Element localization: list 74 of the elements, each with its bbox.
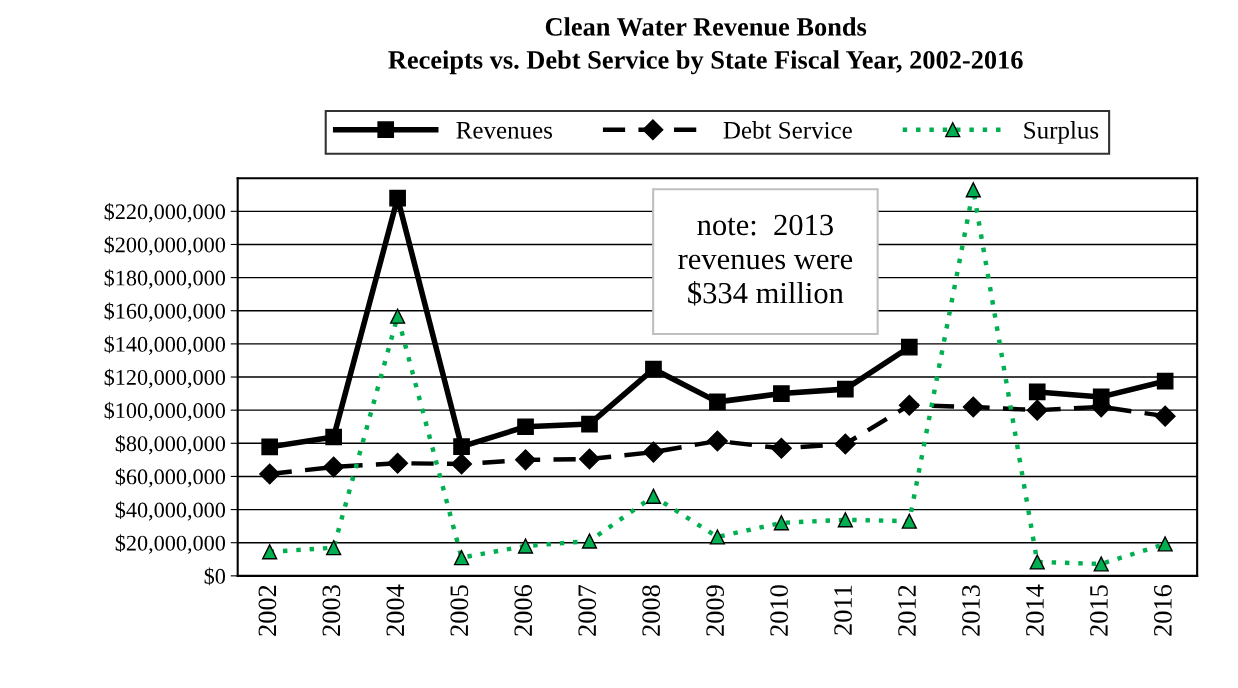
point (1154, 405, 1176, 427)
x-tick-label: 2014 (1026, 584, 1044, 636)
x-tick-label: 2004 (386, 584, 405, 636)
point (1026, 399, 1048, 421)
y-tick-label: $180,000,000 (104, 269, 226, 289)
point (387, 452, 409, 474)
x-tick-label: 2008 (642, 585, 661, 636)
x-tick-label: 2007 (578, 584, 597, 636)
point (1029, 554, 1045, 570)
point (898, 394, 920, 416)
point (962, 396, 984, 418)
point (1093, 556, 1109, 572)
point (901, 513, 917, 529)
point (326, 540, 342, 556)
point (1157, 536, 1173, 552)
y-tick-label: $220,000,000 (104, 202, 226, 223)
point (642, 441, 664, 463)
legend-label: Surplus (1024, 121, 1099, 144)
x-tick-label: 2002 (258, 585, 277, 636)
point (1028, 383, 1046, 401)
x-tick-label: 2016 (1153, 584, 1172, 636)
x-tick-label: 2009 (706, 585, 725, 636)
chart-title: Clean Water Revenue Bonds Receipts vs. Debt Service by State Fiscal Year, 2002-2016 (388, 17, 1023, 75)
y-tick-label: $40,000,000 (115, 501, 226, 521)
point (706, 430, 728, 452)
point (965, 182, 981, 198)
point (389, 189, 406, 207)
point (453, 438, 470, 455)
point (389, 308, 406, 324)
x-tick-label: 2011 (834, 585, 852, 635)
point (834, 433, 856, 455)
point (837, 380, 854, 398)
point (837, 512, 853, 528)
x-tick-label: 2012 (898, 585, 916, 636)
point (581, 415, 598, 433)
point (325, 428, 342, 446)
x-tick-label: 2005 (450, 585, 469, 636)
point (773, 515, 790, 531)
point (709, 529, 726, 545)
point (645, 360, 662, 378)
point (900, 338, 918, 356)
x-tick-label: 2013 (962, 585, 980, 636)
y-tick-label: $120,000,000 (104, 368, 226, 389)
y-tick-label: $100,000,000 (104, 401, 226, 422)
y-tick-label: $160,000,000 (104, 302, 226, 322)
y-tick-label: $0 (204, 567, 226, 586)
point (773, 385, 790, 402)
point (517, 538, 534, 554)
x-tick-label: 2006 (514, 584, 533, 636)
annotation: note: 2013 revenues were $334 million (678, 214, 853, 306)
y-tick-label: $80,000,000 (115, 434, 226, 455)
point (709, 393, 726, 411)
point (323, 456, 345, 478)
point (770, 437, 792, 459)
y-tick-label: $140,000,000 (104, 335, 226, 356)
point (1156, 372, 1174, 390)
point (645, 488, 662, 504)
point (581, 533, 598, 549)
y-tick-label: $60,000,000 (115, 468, 226, 488)
point (517, 418, 534, 436)
legend-label: Revenues (456, 122, 552, 139)
point (259, 463, 281, 485)
x-tick-label: 2015 (1090, 585, 1108, 636)
point (261, 438, 279, 456)
y-tick-label: $200,000,000 (104, 236, 226, 256)
point (451, 453, 473, 475)
y-tick-label: $20,000,000 (115, 534, 226, 554)
point (453, 549, 470, 566)
legend-label: Debt Service (723, 121, 852, 139)
x-tick-label: 2010 (770, 585, 788, 636)
x-tick-label: 2003 (322, 585, 341, 636)
point (515, 449, 537, 471)
point (262, 544, 278, 560)
point (578, 448, 601, 470)
